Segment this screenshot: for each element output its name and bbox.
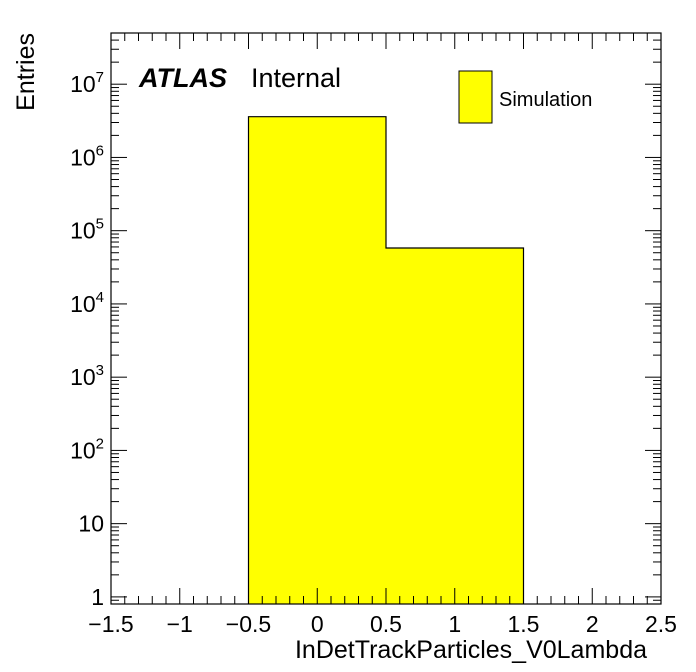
x-tick-label: 1 (448, 611, 461, 637)
y-tick-label: 10 (78, 511, 104, 537)
x-tick-label: 1.5 (508, 611, 540, 637)
x-tick-labels: −1.5 −1 −0.5 0 0.5 1 1.5 2 2.5 (88, 611, 677, 637)
y-tick-label: 103 (70, 362, 104, 390)
x-tick-label: −1.5 (88, 611, 133, 637)
histogram-bars (247, 116, 525, 604)
legend-swatch (458, 70, 493, 124)
atlas-label: ATLAS (138, 63, 227, 93)
x-axis-title: InDetTrackParticles_V0Lambda (295, 636, 647, 664)
y-tick-label: 102 (70, 435, 104, 463)
x-tick-label: −0.5 (226, 611, 271, 637)
y-axis-title: Entries (12, 33, 40, 111)
x-tick-label: 0 (311, 611, 324, 637)
y-tick-label: 104 (70, 289, 104, 317)
histogram-bar-1 (386, 248, 524, 604)
y-tick-label: 107 (70, 69, 104, 97)
y-tick-label: 105 (70, 216, 104, 244)
x-tick-label: 0.5 (370, 611, 402, 637)
internal-label: Internal (251, 63, 341, 93)
axis-ticks (110, 32, 662, 605)
histogram-bar-0 (248, 116, 386, 604)
legend-label: Simulation (499, 89, 592, 111)
y-tick-label: 106 (70, 142, 104, 170)
x-tick-label: 2 (586, 611, 599, 637)
x-tick-label: −1 (167, 611, 193, 637)
histogram-outline (247, 116, 525, 604)
x-tick-label: 2.5 (645, 611, 677, 637)
y-tick-labels: 1 10 102 103 104 105 106 107 (70, 69, 104, 610)
y-tick-label: 1 (91, 584, 104, 610)
